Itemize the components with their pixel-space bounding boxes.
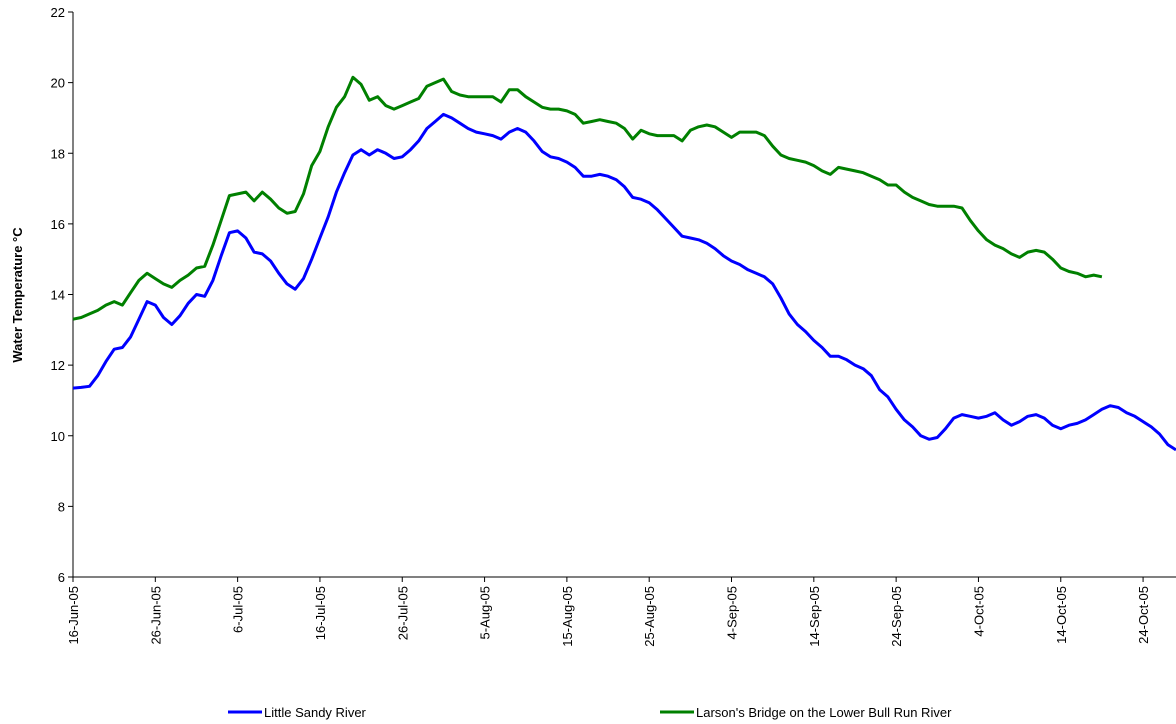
series-line [72,75,1103,321]
x-tick-label: 26-Jun-05 [148,586,163,645]
legend-label: Little Sandy River [264,705,367,720]
y-tick-label: 22 [51,5,65,20]
x-tick-label: 16-Jul-05 [313,586,328,640]
series-line [72,112,1176,452]
x-tick-label: 24-Sep-05 [889,586,904,647]
x-tick-label: 4-Sep-05 [725,586,740,639]
y-tick-label: 18 [51,146,65,161]
y-tick-label: 8 [58,499,65,514]
x-tick-label: 6-Jul-05 [231,586,246,633]
y-tick-label: 10 [51,429,65,444]
x-tick-label: 15-Aug-05 [560,586,575,647]
x-tick-label: 5-Aug-05 [478,586,493,639]
y-tick-label: 12 [51,358,65,373]
x-tick-label: 25-Aug-05 [642,586,657,647]
y-axis-label: Water Temperature °C [10,227,25,363]
legend-label: Larson's Bridge on the Lower Bull Run Ri… [696,705,952,720]
x-tick-label: 16-Jun-05 [66,586,81,645]
x-tick-label: 26-Jul-05 [395,586,410,640]
y-tick-label: 20 [51,76,65,91]
x-tick-label: 24-Oct-05 [1136,586,1151,644]
x-tick-label: 4-Oct-05 [971,586,986,637]
y-tick-label: 6 [58,570,65,585]
y-tick-label: 16 [51,217,65,232]
y-tick-label: 14 [51,288,65,303]
x-tick-label: 14-Sep-05 [807,586,822,647]
x-tick-label: 14-Oct-05 [1054,586,1069,644]
